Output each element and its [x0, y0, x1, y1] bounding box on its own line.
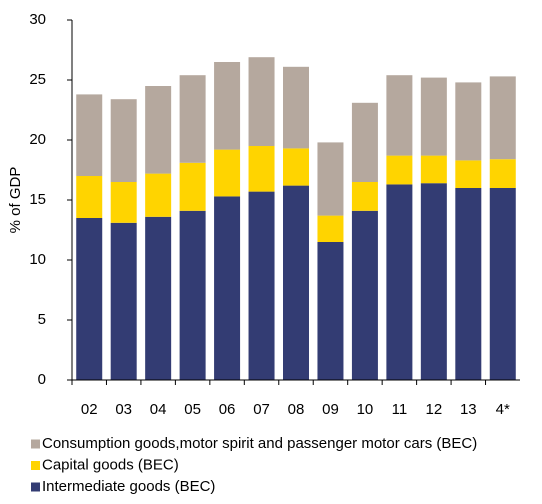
bar-segment [351, 182, 378, 211]
bar-segment [145, 216, 172, 380]
x-tick-label: 09 [322, 401, 339, 418]
bar-segment [420, 183, 447, 380]
x-tick-label: 12 [426, 401, 443, 418]
bar-segment [455, 82, 482, 161]
x-tick-label: 07 [253, 401, 270, 418]
x-tick-label: 08 [288, 401, 305, 418]
x-tick-label: 03 [115, 401, 132, 418]
x-tick-label: 13 [460, 401, 477, 418]
bar-segment [420, 77, 447, 156]
y-tick-label: 10 [29, 251, 46, 268]
bar-segment [489, 159, 516, 188]
bar-segment [110, 222, 137, 380]
bar-segment [145, 86, 172, 174]
bar-segment [248, 191, 275, 380]
bar-segment [351, 210, 378, 380]
y-tick-label: 15 [29, 191, 46, 208]
y-axis-label: % of GDP [7, 167, 24, 234]
bar-segment [317, 142, 344, 216]
bar-segment [455, 188, 482, 380]
bar-segment [248, 146, 275, 192]
bar-segment [110, 182, 137, 223]
legend-swatch [31, 461, 40, 470]
bar-segment [179, 162, 206, 211]
bar-segment [179, 75, 206, 163]
bar-segment [110, 99, 137, 182]
x-tick-label: 05 [184, 401, 201, 418]
bar-segment [214, 196, 241, 380]
bar-segment [317, 242, 344, 380]
x-tick-label: 04 [150, 401, 167, 418]
bar-segment [386, 155, 413, 185]
legend-swatch [31, 482, 40, 492]
x-tick-label: 02 [81, 401, 98, 418]
bar-segment [283, 148, 309, 186]
bar-segment [179, 210, 206, 380]
legend-label: Consumption goods,motor spirit and passe… [42, 435, 477, 452]
y-tick-label: 30 [29, 11, 46, 28]
bar-segment [283, 66, 309, 149]
bar-segment [489, 76, 516, 160]
bar-segment [214, 149, 241, 197]
bar-segment [283, 185, 309, 380]
bar-segment [145, 173, 172, 217]
bar-segment [351, 102, 378, 182]
bar-segment [76, 176, 103, 218]
bar-segment [489, 188, 516, 380]
x-tick-label: 4* [496, 401, 510, 418]
legend-label: Capital goods (BEC) [42, 456, 179, 473]
y-tick-label: 0 [38, 371, 46, 388]
bar-segment [455, 160, 482, 188]
x-tick-label: 11 [392, 401, 408, 418]
bar-segment [386, 184, 413, 380]
y-tick-label: 20 [29, 131, 46, 148]
x-tick-label: 06 [219, 401, 236, 418]
bar-segment [248, 57, 275, 147]
bar-segment [317, 215, 344, 242]
bar-segment [76, 218, 103, 380]
legend-swatch [31, 439, 40, 449]
y-tick-label: 25 [29, 71, 46, 88]
bar-segment [386, 75, 413, 156]
y-tick-label: 5 [38, 311, 46, 328]
bar-segment [76, 94, 103, 176]
legend-label: Intermediate goods (BEC) [42, 478, 215, 495]
bar-segment [420, 155, 447, 184]
x-tick-label: 10 [357, 401, 374, 418]
bar-segment [214, 62, 241, 150]
